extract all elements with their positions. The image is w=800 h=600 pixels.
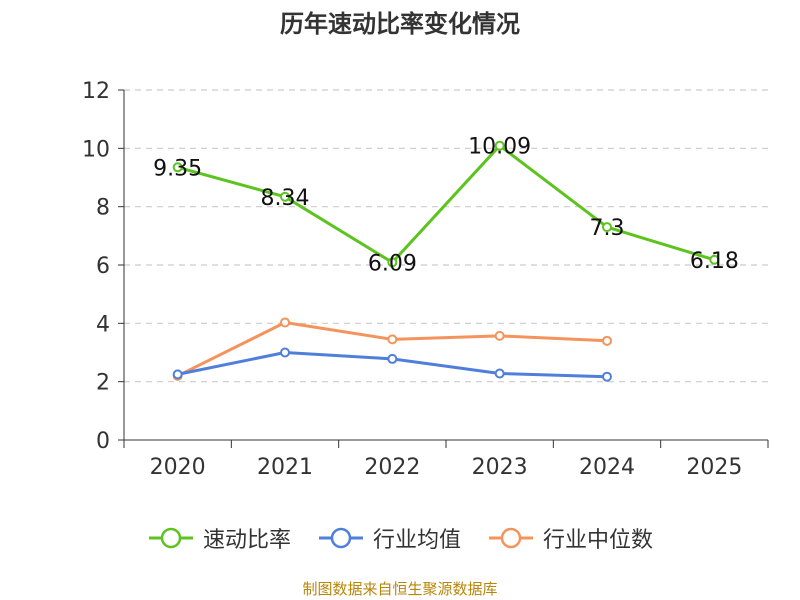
data-point [709,254,720,265]
data-point [602,371,612,382]
legend-swatch-icon [489,527,533,549]
y-tick-label: 8 [96,196,110,221]
x-tick-label: 2020 [150,455,206,480]
data-point [602,335,612,346]
legend-swatch-icon [318,527,363,549]
data-label: 6.18 [690,249,739,274]
data-label: 6.09 [368,251,417,276]
y-tick-label: 12 [82,79,110,104]
data-point [387,257,398,268]
y-tick-label: 2 [96,371,110,396]
data-point [280,191,290,202]
x-tick-label: 2022 [364,455,420,480]
series-line-2 [176,321,609,378]
data-label: 7.3 [590,216,625,241]
data-point [387,334,398,345]
data-point [280,317,290,328]
legend-marker [160,527,182,549]
data-point [280,347,290,358]
y-tick-label: 6 [96,254,110,279]
data-point [172,162,183,173]
x-tick-label: 2025 [686,455,742,480]
data-point [172,369,183,380]
y-tick-label: 10 [82,137,110,162]
legend-marker [330,527,352,549]
series-line-0 [176,144,716,264]
legend-marker [500,527,522,549]
x-tick-label: 2021 [257,455,313,480]
source-note: 制图数据来自恒生聚源数据库 [302,580,498,598]
y-tick-label: 4 [96,312,110,337]
y-tick-label: 0 [96,429,110,454]
data-label: 9.35 [153,156,202,181]
legend-label: 行业中位数 [543,528,654,553]
x-tick-label: 2023 [472,455,528,480]
data-point [602,222,612,233]
legend-label: 行业均值 [372,528,461,553]
chart-title: 历年速动比率变化情况 [280,10,520,38]
legend-item[interactable]: 行业中位数 [487,522,653,554]
chart-legend: 速动比率 行业均值 行业中位数 [0,518,800,558]
data-label: 10.09 [468,135,531,160]
legend-item[interactable]: 速动比率 [147,522,291,554]
x-tick-label: 2024 [579,455,635,480]
data-point [494,330,505,341]
data-point [494,140,505,151]
legend-item[interactable]: 行业均值 [317,522,461,554]
data-point [494,368,505,379]
data-point [387,353,398,364]
legend-swatch-icon [148,527,193,549]
data-label: 8.34 [261,186,310,211]
legend-label: 速动比率 [202,528,291,553]
